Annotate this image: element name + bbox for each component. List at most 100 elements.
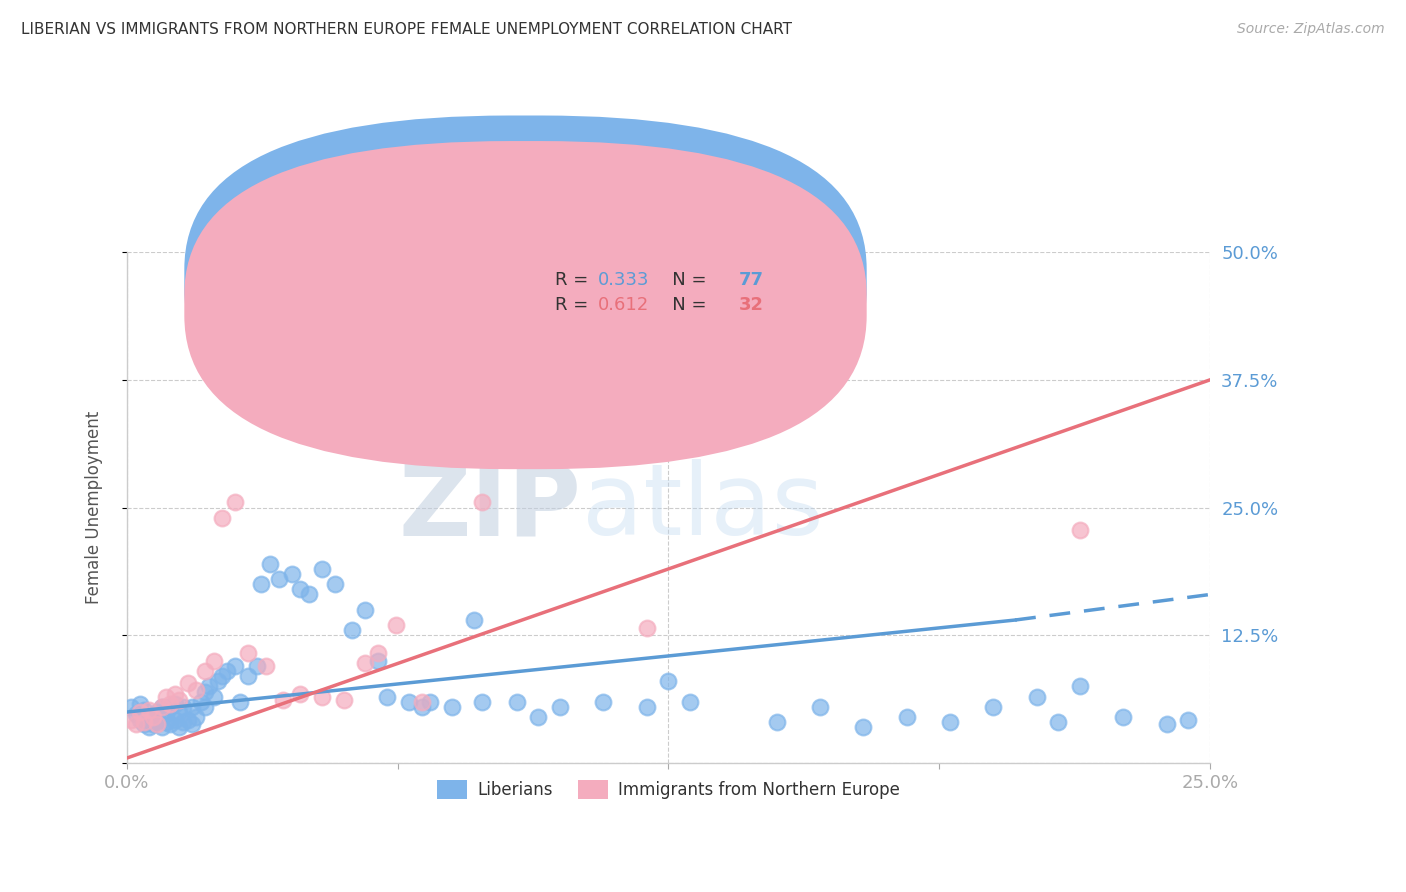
- Point: [172, 700, 194, 714]
- Point: [298, 587, 321, 601]
- Point: [290, 582, 312, 597]
- Point: [592, 695, 614, 709]
- Legend: Liberians, Immigrants from Northern Europe: Liberians, Immigrants from Northern Euro…: [430, 773, 907, 805]
- Point: [1112, 710, 1135, 724]
- Point: [250, 577, 273, 591]
- Point: [138, 712, 160, 726]
- Point: [124, 717, 146, 731]
- Point: [1069, 680, 1091, 694]
- Text: 0.333: 0.333: [598, 270, 650, 288]
- Point: [150, 700, 173, 714]
- Point: [471, 495, 494, 509]
- Point: [657, 674, 679, 689]
- Point: [211, 511, 233, 525]
- Point: [983, 700, 1005, 714]
- Point: [259, 557, 281, 571]
- Point: [1025, 690, 1047, 704]
- Point: [186, 682, 208, 697]
- Point: [224, 495, 246, 509]
- Point: [440, 700, 463, 714]
- Point: [134, 715, 156, 730]
- Point: [134, 703, 156, 717]
- Point: [463, 613, 485, 627]
- Point: [124, 707, 146, 722]
- Point: [271, 692, 294, 706]
- Point: [411, 695, 433, 709]
- Point: [155, 690, 177, 704]
- Point: [679, 695, 702, 709]
- Point: [202, 654, 225, 668]
- Point: [939, 715, 962, 730]
- Text: Source: ZipAtlas.com: Source: ZipAtlas.com: [1237, 22, 1385, 37]
- Point: [186, 710, 208, 724]
- Point: [129, 697, 152, 711]
- Point: [254, 659, 277, 673]
- Text: ZIP: ZIP: [399, 459, 582, 556]
- Point: [1177, 713, 1199, 727]
- Point: [142, 710, 165, 724]
- Point: [146, 717, 169, 731]
- Point: [190, 695, 212, 709]
- Text: 77: 77: [740, 270, 763, 288]
- Point: [367, 654, 389, 668]
- Point: [163, 697, 186, 711]
- Point: [311, 562, 333, 576]
- Point: [167, 705, 190, 719]
- Point: [636, 621, 658, 635]
- Point: [238, 669, 260, 683]
- Text: N =: N =: [655, 296, 713, 314]
- Point: [323, 577, 346, 591]
- Text: 32: 32: [740, 296, 763, 314]
- Y-axis label: Female Unemployment: Female Unemployment: [86, 411, 103, 604]
- Point: [159, 700, 181, 714]
- Point: [375, 690, 398, 704]
- Point: [142, 717, 165, 731]
- Point: [172, 715, 194, 730]
- Point: [120, 713, 142, 727]
- Point: [198, 680, 221, 694]
- Point: [1156, 717, 1178, 731]
- Point: [238, 646, 260, 660]
- Point: [354, 603, 377, 617]
- Point: [471, 695, 494, 709]
- Point: [246, 659, 269, 673]
- Point: [636, 700, 658, 714]
- Point: [194, 684, 217, 698]
- Point: [163, 687, 186, 701]
- Point: [367, 646, 389, 660]
- Point: [129, 713, 152, 727]
- Point: [808, 700, 831, 714]
- Point: [548, 700, 571, 714]
- Point: [180, 717, 202, 731]
- Text: 0.612: 0.612: [598, 296, 650, 314]
- Point: [228, 695, 250, 709]
- Point: [896, 710, 918, 724]
- Point: [332, 692, 354, 706]
- Point: [146, 713, 169, 727]
- Point: [138, 703, 160, 717]
- Point: [163, 713, 186, 727]
- Point: [142, 710, 165, 724]
- Point: [215, 664, 238, 678]
- Point: [398, 695, 420, 709]
- Point: [202, 690, 225, 704]
- Text: R =: R =: [555, 296, 593, 314]
- Point: [176, 676, 198, 690]
- Point: [440, 322, 463, 336]
- Point: [506, 695, 529, 709]
- Point: [211, 669, 233, 683]
- Point: [194, 700, 217, 714]
- Point: [207, 674, 229, 689]
- Point: [150, 700, 173, 714]
- Point: [1047, 715, 1070, 730]
- Point: [180, 700, 202, 714]
- Point: [280, 567, 302, 582]
- Point: [155, 715, 177, 730]
- Point: [311, 690, 333, 704]
- Point: [527, 710, 550, 724]
- Point: [194, 664, 217, 678]
- Point: [159, 697, 181, 711]
- Point: [354, 656, 377, 670]
- Point: [419, 695, 441, 709]
- FancyBboxPatch shape: [184, 141, 866, 469]
